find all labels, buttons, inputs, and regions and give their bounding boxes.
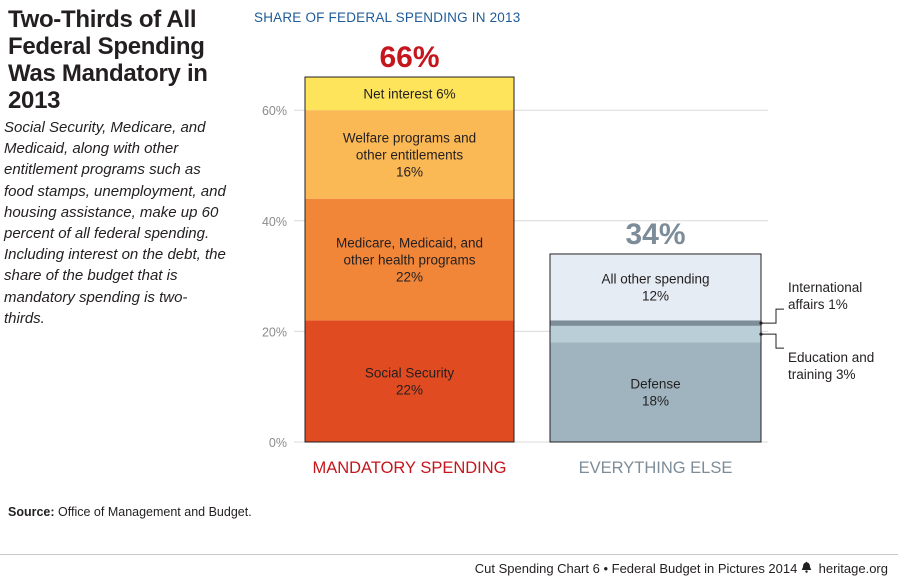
y-tick-label: 20% <box>262 325 287 339</box>
segment-label: other health programs <box>343 253 475 268</box>
segment-label: 18% <box>642 394 669 409</box>
segment-label: 16% <box>396 164 423 179</box>
callout-label: Education and <box>788 350 874 365</box>
footer-publication: Federal Budget in Pictures 2014 <box>611 561 798 576</box>
y-tick-label: 40% <box>262 215 287 229</box>
source-label: Source: <box>8 505 55 519</box>
bar-segment <box>550 253 761 321</box>
chart-title: SHARE OF FEDERAL SPENDING IN 2013 <box>254 10 521 25</box>
category-label: MANDATORY SPENDING <box>312 459 506 477</box>
bar-outline <box>549 253 762 443</box>
category-label: EVERYTHING ELSE <box>579 459 733 477</box>
segment-label: All other spending <box>601 272 709 287</box>
bar-segment <box>550 342 761 442</box>
footer-separator: • <box>603 561 608 576</box>
callout-label: training 3% <box>788 367 856 382</box>
segment-label: Welfare programs and <box>343 130 476 145</box>
footer-chart-ref: Cut Spending Chart 6 <box>474 561 600 576</box>
bell-icon <box>801 561 812 576</box>
footer-divider <box>0 554 898 555</box>
y-tick-label: 0% <box>269 436 287 450</box>
chart-description: Social Security, Medicare, and Medicaid,… <box>4 119 226 327</box>
bar-segment <box>305 77 514 111</box>
segment-label: 22% <box>396 383 423 398</box>
bar-segment <box>305 198 514 321</box>
callout-line <box>761 308 784 324</box>
source-text: Office of Management and Budget. <box>58 505 252 519</box>
page-title: Two-Thirds of All Federal Spending Was M… <box>8 6 208 114</box>
bar-segment <box>550 320 761 326</box>
bar-segment <box>305 320 514 442</box>
segment-label: 22% <box>396 270 423 285</box>
callout-label: International <box>788 280 862 295</box>
bar-outline <box>304 76 515 443</box>
bar-segment <box>550 325 761 343</box>
y-tick-label: 60% <box>262 104 287 118</box>
stacked-bar-chart: 0% 20% 40% 60% Social Security 22% Medicare, M… <box>262 41 874 477</box>
segment-label: Defense <box>630 377 680 392</box>
segment-label: Net interest 6% <box>363 87 455 102</box>
source-note: Source: Office of Management and Budget. <box>8 505 252 519</box>
bar-total-label: 34% <box>625 218 685 251</box>
segment-label: Medicare, Medicaid, and <box>336 236 483 251</box>
segment-label: other entitlements <box>356 147 464 162</box>
callout-label: affairs 1% <box>788 297 848 312</box>
bar-segment <box>305 110 514 199</box>
bar-total-label: 66% <box>379 41 439 74</box>
footer-site: heritage.org <box>818 561 888 576</box>
segment-label: 12% <box>642 289 669 304</box>
segment-label: Social Security <box>365 366 455 381</box>
callout-line <box>761 333 784 349</box>
footer: Cut Spending Chart 6 • Federal Budget in… <box>475 561 888 576</box>
